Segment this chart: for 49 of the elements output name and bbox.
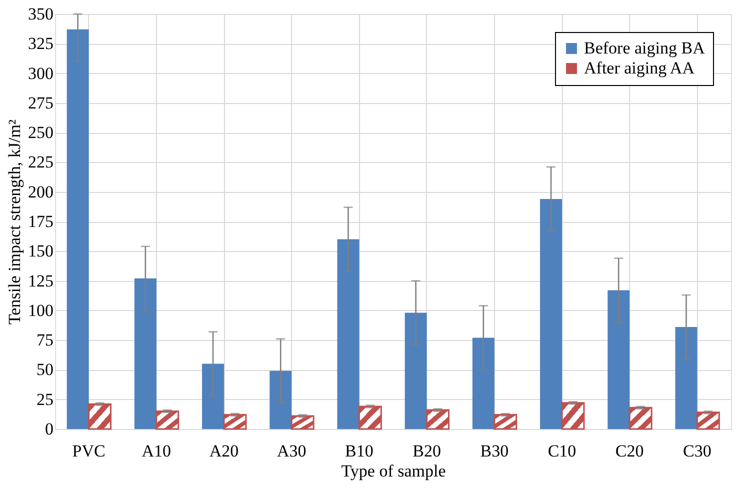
x-tick-label: B30 [480, 442, 509, 460]
bar [628, 406, 652, 430]
y-tick-label: 0 [45, 420, 54, 438]
bar [66, 29, 89, 429]
x-axis-title: Type of sample [341, 462, 446, 480]
y-tick-label: 25 [36, 390, 54, 409]
bar [561, 402, 585, 430]
bar [608, 290, 630, 429]
legend-label: After aiging AA [584, 58, 696, 78]
y-tick-label: 275 [28, 93, 54, 112]
y-tick-label: 100 [28, 300, 54, 320]
x-tick-label: B10 [345, 442, 374, 460]
bar [675, 327, 698, 429]
y-tick-label: 250 [28, 123, 54, 142]
bar [358, 406, 382, 430]
bar [88, 403, 112, 430]
bar [540, 198, 562, 429]
bar [270, 370, 292, 429]
x-tick-label: C20 [615, 442, 644, 460]
bar [494, 414, 518, 430]
y-tick-label: 300 [28, 64, 54, 83]
bar [156, 410, 180, 430]
y-tick-label: 50 [36, 360, 54, 380]
y-tick-label: 175 [28, 212, 54, 231]
x-tick-label: A30 [276, 442, 306, 460]
x-tick-label: A10 [142, 442, 172, 460]
bar [337, 239, 360, 429]
y-tick-label: 150 [28, 242, 54, 261]
x-tick-label: A20 [209, 442, 239, 460]
bar [134, 278, 156, 429]
y-tick-label: 125 [28, 271, 54, 290]
bar [696, 412, 720, 430]
bar [223, 414, 247, 430]
x-tick-label: PVC [72, 442, 106, 460]
bar [404, 312, 427, 429]
bar [202, 364, 224, 429]
bar [472, 338, 494, 429]
x-tick-label: B20 [412, 442, 441, 460]
bar [426, 409, 450, 430]
x-tick-label: C10 [548, 442, 576, 460]
y-tick-label: 225 [28, 152, 54, 172]
y-axis-title: Tensile impact strength, kJ/m² [5, 119, 24, 325]
y-tick-label: 200 [28, 182, 54, 202]
y-tick-label: 325 [28, 34, 54, 54]
bar [290, 415, 314, 430]
legend-label: Before aiging BA [584, 38, 706, 58]
x-tick-label: C30 [683, 442, 712, 460]
y-tick-label: 75 [36, 330, 54, 350]
y-tick-label: 350 [28, 4, 54, 24]
